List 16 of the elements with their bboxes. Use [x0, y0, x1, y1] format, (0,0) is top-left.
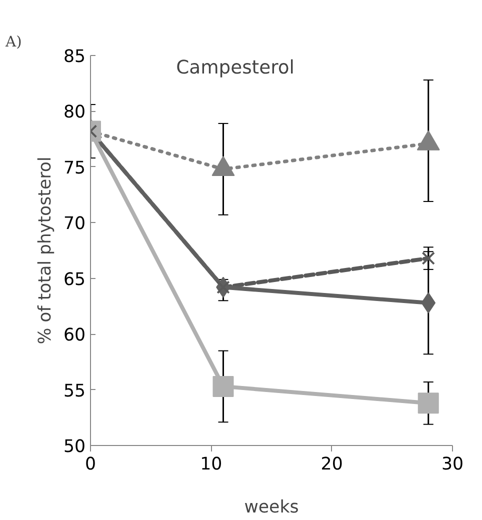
- x-tick-label: 30: [441, 454, 464, 474]
- y-tick-label: 50: [63, 437, 86, 457]
- x-tick-label: 10: [200, 454, 222, 474]
- x-tick-label: 0: [84, 454, 96, 474]
- y-tick-label: 85: [63, 47, 86, 67]
- y-tick-label: 70: [63, 214, 86, 234]
- y-tick-label: 65: [63, 270, 86, 290]
- x-axis-title: weeks: [244, 498, 299, 518]
- y-tick-label: 80: [63, 102, 86, 123]
- text: A): [4, 34, 22, 50]
- chart-title: Campesterol: [176, 58, 294, 78]
- y-tick-label: 60: [63, 326, 86, 346]
- y-axis-title: % of total phytosterol: [35, 156, 56, 344]
- x-tick-label: 20: [320, 454, 343, 474]
- y-tick-label: 75: [63, 158, 86, 178]
- y-tick-label: 55: [63, 381, 86, 402]
